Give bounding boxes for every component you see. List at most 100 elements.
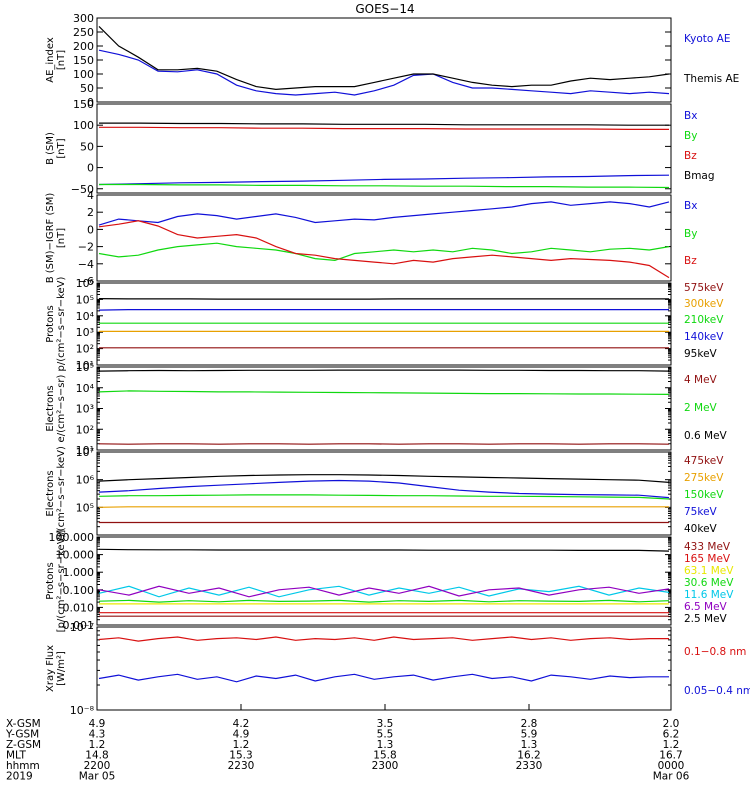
y-tick-label: 0	[87, 96, 94, 109]
legend-label: Bx	[684, 200, 697, 212]
series-line-bmag	[99, 122, 669, 126]
y-tick-label: 4	[87, 189, 94, 202]
footer-value: 2330	[516, 760, 543, 772]
footer-value: 6.2	[663, 729, 680, 741]
y-tick-label: 50	[80, 82, 94, 95]
legend-label: 2.5 MeV	[684, 613, 728, 625]
panel-frame	[96, 194, 672, 282]
footer-value: 1.2	[663, 739, 680, 751]
footer-value: 4.2	[233, 718, 250, 730]
legend-label: 165 MeV	[684, 553, 731, 565]
y-axis-label: B (SM)−IGRF (SM)	[45, 193, 56, 284]
panel-electrons_hi: 10¹ 10² 10³ 10⁴ 10⁵ Electrons e/(cm²−s−sr) 4 Me…	[45, 361, 728, 457]
y-tick-label: 1.000	[63, 566, 95, 579]
y-axis-label: p/(cm²−s−sr−keV)	[56, 276, 67, 371]
y-tick-label: 10²	[76, 343, 94, 356]
panel-frame	[96, 17, 672, 103]
y-axis-label: Xray Flux	[45, 645, 56, 692]
footer-value: Mar 05	[79, 771, 116, 783]
y-tick-label: 0	[87, 223, 94, 236]
panel-frame	[96, 451, 672, 536]
legend-label: 4 MeV	[684, 374, 718, 386]
footer-value: 16.2	[517, 750, 540, 762]
panel-electrons_lo: 10⁵ 10⁶ 10⁷ Electrons e/(cm²−s−sr−keV) 475keV…	[45, 446, 724, 541]
footer-row-label: 2019	[6, 771, 33, 783]
y-tick-label: 10.000	[56, 549, 95, 562]
footer-value: 14.8	[85, 750, 108, 762]
panel-frame	[96, 366, 672, 451]
footer-value: 2.0	[663, 718, 680, 730]
y-axis-label: [nT]	[56, 138, 67, 158]
legend-label: Bx	[684, 110, 697, 122]
y-axis-label: Electrons	[45, 385, 56, 431]
y-axis-label: Protons	[45, 305, 56, 342]
legend-label: 0.6 MeV	[684, 430, 728, 442]
panel-xray: 10⁻⁸ 10⁻⁷ Xray Flux [W/m²] 0.1−0.8 nm 0.05−0.…	[45, 621, 750, 717]
y-axis-label: e/(cm²−s−sr−keV)	[56, 446, 67, 541]
footer-value: 1.2	[233, 739, 250, 751]
y-tick-label: 300	[73, 12, 94, 25]
y-axis-label: [p/(cm²−s−sr−keV)]	[56, 530, 67, 633]
legend-label: 300keV	[684, 298, 724, 310]
y-tick-label: 10²	[76, 423, 94, 436]
y-tick-label: 150	[73, 98, 94, 111]
panel-frame	[96, 282, 672, 366]
series-line-bx	[98, 174, 670, 186]
series-line-0-05-0-4-nm	[98, 673, 669, 683]
series-line-bx	[98, 201, 670, 226]
y-axis-label: [W/m²]	[56, 651, 67, 686]
legend-label: 63.1 MeV	[684, 565, 734, 577]
y-tick-label: 100.000	[49, 531, 95, 544]
plot-title: GOES−14	[355, 2, 414, 16]
legend-label: 6.5 MeV	[684, 601, 728, 613]
series-line-2-mev	[98, 390, 670, 395]
y-tick-label: −50	[71, 183, 94, 196]
legend-label: 0.05−0.4 nm	[684, 685, 750, 697]
series-line-30-6-mev	[98, 599, 670, 603]
y-axis-label: e/(cm²−s−sr)	[56, 374, 67, 442]
panel-bsm: −50 0 50 100 150 B (SM) [nT] Bx By Bz Bmag	[45, 98, 715, 196]
footer-value: 0000	[658, 760, 685, 772]
y-tick-label: −6	[78, 275, 94, 288]
panel-bres: −6 −4 −2 0 2 4 B (SM)−IGRF (SM) [nT] Bx By Bz	[45, 189, 697, 288]
y-axis-label: B (SM)	[45, 132, 56, 165]
footer-value: 4.3	[89, 729, 106, 741]
footer-value: 2.8	[521, 718, 538, 730]
y-tick-label: 10⁵	[76, 501, 94, 514]
footer-row-label: Z-GSM	[6, 739, 41, 751]
legend-label: 575keV	[684, 282, 724, 294]
footer-value: 1.3	[377, 739, 394, 751]
series-line-140kev	[98, 309, 669, 311]
y-tick-label: 10⁷	[76, 446, 94, 459]
y-axis-label: Protons	[45, 562, 56, 599]
y-tick-label: 0.010	[63, 601, 95, 614]
footer-value: Mar 06	[653, 771, 690, 783]
y-tick-label: 200	[73, 40, 94, 53]
footer-value: 1.3	[521, 739, 538, 751]
y-tick-label: 10⁵	[76, 361, 94, 374]
legend-label: 95keV	[684, 348, 718, 360]
legend-label: 75keV	[684, 506, 718, 518]
y-tick-label: 0	[87, 162, 94, 175]
series-line-150kev	[98, 494, 670, 500]
footer-value: 1.2	[89, 739, 106, 751]
footer-value: 4.9	[233, 729, 250, 741]
legend-label: 30.6 MeV	[684, 577, 734, 589]
legend-label: Kyoto AE	[684, 33, 730, 45]
series-line-2-5-mev	[98, 548, 670, 552]
legend-label: 275keV	[684, 472, 724, 484]
legend-label: 11.6 MeV	[684, 589, 734, 601]
legend-label: By	[684, 228, 697, 240]
legend-label: 140keV	[684, 331, 724, 343]
footer-value: 15.8	[373, 750, 396, 762]
series-line-bz	[99, 126, 669, 130]
series-line-6-5-mev	[98, 585, 670, 598]
series-line-0-1-0-8-nm	[98, 636, 669, 642]
series-line-95kev	[98, 298, 669, 300]
y-tick-label: 10³	[76, 403, 94, 416]
y-tick-label: 100	[73, 119, 94, 132]
y-tick-label: 10¹	[76, 444, 94, 457]
y-tick-label: 100	[73, 68, 94, 81]
series-line-by	[98, 242, 670, 262]
